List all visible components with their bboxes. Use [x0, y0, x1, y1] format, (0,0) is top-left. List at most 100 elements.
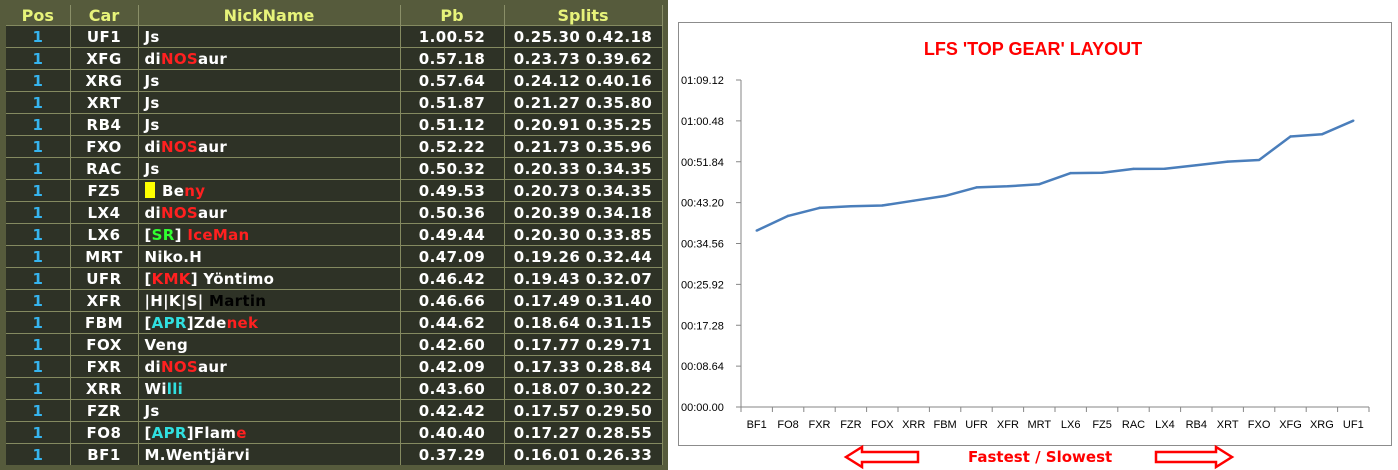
cell-pos: 1 [6, 69, 71, 92]
data-point [1352, 119, 1355, 122]
cell-car: UF1 [70, 25, 139, 48]
table-row: 1 UFR [KMK] Yöntimo 0.46.42 0.19.43 0.32.07 [6, 267, 663, 290]
cell-nickname: diNOSaur [138, 135, 401, 158]
nickname-segment: SR [151, 225, 175, 244]
cell-pb: 0.50.32 [400, 157, 505, 180]
data-point [1132, 167, 1135, 171]
nickname-segment: e [236, 423, 247, 442]
data-point [1069, 171, 1072, 175]
cell-car: BF1 [70, 443, 139, 465]
nickname-segment: aur [198, 357, 228, 376]
cell-splits: 0.21.27 0.35.80 [504, 91, 663, 114]
cell-nickname: Beny [138, 179, 401, 202]
y-tick-label: 00:34.56 [681, 239, 724, 251]
nickname-segment: di [144, 49, 161, 68]
chart-title: LFS 'TOP GEAR' LAYOUT [924, 39, 1142, 59]
cell-pos: 1 [6, 201, 71, 224]
cell-pb: 0.44.62 [400, 311, 505, 334]
cell-pb: 0.47.09 [400, 245, 505, 268]
cell-car: FXR [70, 355, 139, 378]
cell-pb: 0.51.87 [400, 91, 505, 114]
cell-car: XRR [70, 377, 139, 400]
table-row: 1 XRG Js 0.57.64 0.24.12 0.40.16 [6, 69, 663, 92]
data-point [943, 194, 947, 198]
nickname-segment: aur [198, 49, 228, 68]
cell-splits: 0.21.73 0.35.96 [504, 135, 663, 158]
y-tick-label: 00:17.28 [681, 320, 724, 332]
cell-pos: 1 [6, 179, 71, 202]
data-point [849, 205, 853, 208]
nickname-segment: ]Flam [186, 423, 237, 442]
cell-pb: 0.51.12 [400, 113, 505, 136]
data-point [881, 204, 884, 207]
x-tick-label: FO8 [777, 419, 798, 431]
cell-splits: 0.20.73 0.34.35 [504, 179, 663, 202]
nickname-segment: ]Zde [186, 313, 227, 332]
cell-car: UFR [70, 267, 139, 290]
x-tick-label: FZR [840, 419, 861, 431]
data-point [1163, 167, 1167, 170]
cell-nickname: Js [138, 113, 401, 136]
cell-pos: 1 [6, 135, 71, 158]
cell-splits: 0.25.30 0.42.18 [504, 25, 663, 48]
leaderboard-panel: Pos Car NickName Pb Splits 1 UF1 Js 1.00.52… [0, 0, 668, 470]
cell-splits: 0.20.39 0.34.18 [504, 201, 663, 224]
cell-splits: 0.18.64 0.31.15 [504, 311, 663, 334]
data-point [975, 186, 978, 189]
cell-pb: 0.43.60 [400, 377, 505, 400]
cell-nickname: Js [138, 157, 401, 180]
y-axis: 00:00.00 00:08.64 00:17.28 00:25.92 00:34.56… [681, 75, 742, 414]
nickname-segment: Js [144, 93, 160, 112]
nickname-segment: di [144, 137, 161, 156]
y-tick-label: 00:51.84 [681, 157, 724, 169]
chart-panel: LFS 'TOP GEAR' LAYOUT 00:00.00 00:08.64 00… [678, 22, 1392, 446]
cell-pb: 1.00.52 [400, 25, 505, 48]
cell-nickname: diNOSaur [138, 201, 401, 224]
cell-splits: 0.19.43 0.32.07 [504, 267, 663, 290]
cell-splits: 0.20.33 0.34.35 [504, 157, 663, 180]
data-point [1100, 171, 1104, 174]
x-tick-label: UF1 [1343, 419, 1364, 431]
table-row: 1 XFR |H|K|S| Martin 0.46.66 0.17.49 0.31.40 [6, 289, 663, 312]
nickname-segment: APR [151, 313, 187, 332]
cell-car: LX6 [70, 223, 139, 246]
data-point [1289, 135, 1292, 138]
table-row: 1 FOX Veng 0.42.60 0.17.77 0.29.71 [6, 333, 663, 356]
nickname-segment: nek [226, 313, 259, 332]
cell-pb: 0.49.53 [400, 179, 505, 202]
cell-pb: 0.52.22 [400, 135, 505, 158]
data-point [786, 214, 790, 218]
data-point [1320, 133, 1324, 136]
cell-splits: 0.17.27 0.28.55 [504, 421, 663, 444]
data-point [1195, 163, 1198, 167]
nickname-segment: [ [144, 423, 152, 442]
x-tick-label: FXO [1248, 419, 1271, 431]
table-row: 1 FBM [APR]Zdenek 0.44.62 0.18.64 0.31.15 [6, 311, 663, 334]
nickname-segment: di [144, 357, 161, 376]
nickname-segment: NOS [160, 203, 198, 222]
table-row: 1 BF1 M.Wentjärvi 0.37.29 0.16.01 0.26.33 [6, 443, 663, 465]
nickname-segment: Veng [144, 335, 189, 354]
cell-pb: 0.46.66 [400, 289, 505, 312]
nickname-segment: NOS [160, 357, 198, 376]
nickname-segment: |H|K|S| [144, 291, 210, 310]
cell-nickname: |H|K|S| Martin [138, 289, 401, 312]
header-pos: Pos [6, 5, 71, 26]
table-row: 1 MRT Niko.H 0.47.09 0.19.26 0.32.44 [6, 245, 663, 268]
x-tick-label: XRG [1310, 419, 1334, 431]
cell-pb: 0.37.29 [400, 443, 505, 465]
cell-nickname: diNOSaur [138, 47, 401, 70]
x-tick-label: UFR [965, 419, 988, 431]
cell-nickname: Veng [138, 333, 401, 356]
table-header-row: Pos Car NickName Pb Splits [6, 5, 663, 26]
footer: Fastest / Slowest [840, 444, 1260, 470]
nickname-segment: aur [198, 137, 228, 156]
x-tick-label: FXR [809, 419, 831, 431]
x-tick-label: XRR [902, 419, 925, 431]
cell-pos: 1 [6, 91, 71, 114]
y-tick-label: 01:09.12 [681, 75, 724, 87]
cell-splits: 0.23.73 0.39.62 [504, 47, 663, 70]
cell-car: MRT [70, 245, 139, 268]
line-chart: LFS 'TOP GEAR' LAYOUT 00:00.0000:08.6400… [681, 39, 1370, 431]
cell-nickname: diNOSaur [138, 355, 401, 378]
